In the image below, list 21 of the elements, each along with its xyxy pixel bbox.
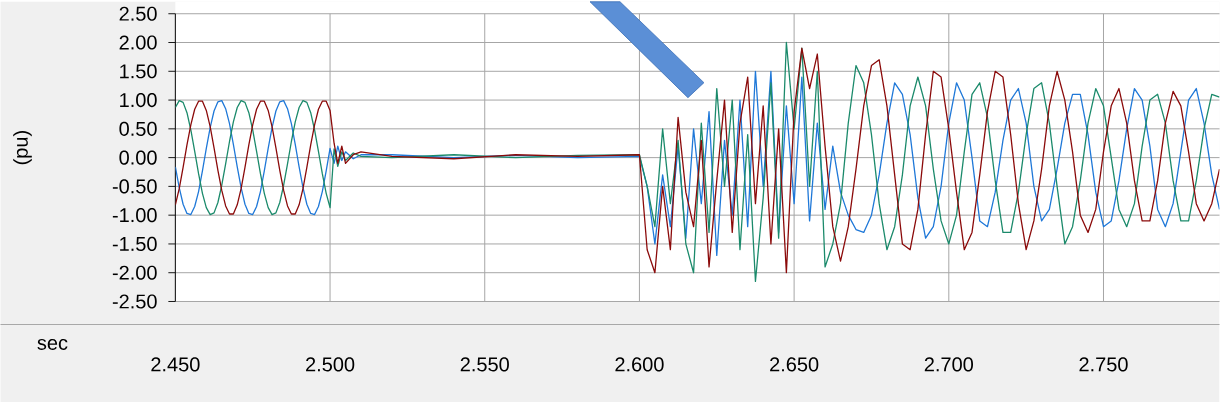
y-tick-label: -1.00 <box>112 207 157 223</box>
x-tick-label: 2.700 <box>924 357 974 372</box>
y-tick-label: 1.50 <box>120 64 157 79</box>
y-tick-label: 2.50 <box>119 6 157 21</box>
y-tick-label: -1.50 <box>112 236 157 251</box>
x-axis-title: sec <box>37 338 68 350</box>
y-tick-label: -0.50 <box>112 179 157 194</box>
x-tick-label: 2.600 <box>615 357 664 372</box>
y-tick-label: 0.50 <box>119 121 157 136</box>
line-series <box>175 70 1220 256</box>
x-tick-label: 2.450 <box>151 357 200 372</box>
x-tick-label: 2.750 <box>1079 357 1128 372</box>
y-tick-label: 2.00 <box>119 35 157 50</box>
y-tick-label: 1.00 <box>120 92 157 107</box>
x-tick-label: 2.500 <box>306 357 355 372</box>
x-tick-label: 2.550 <box>460 357 509 372</box>
y-tick-label: -2.50 <box>112 294 157 309</box>
y-tick-label: -2.00 <box>112 265 157 280</box>
y-axis-title: (pu) <box>13 130 32 164</box>
x-tick-label: 2.650 <box>770 357 819 372</box>
y-tick-label: 0.00 <box>119 150 157 165</box>
